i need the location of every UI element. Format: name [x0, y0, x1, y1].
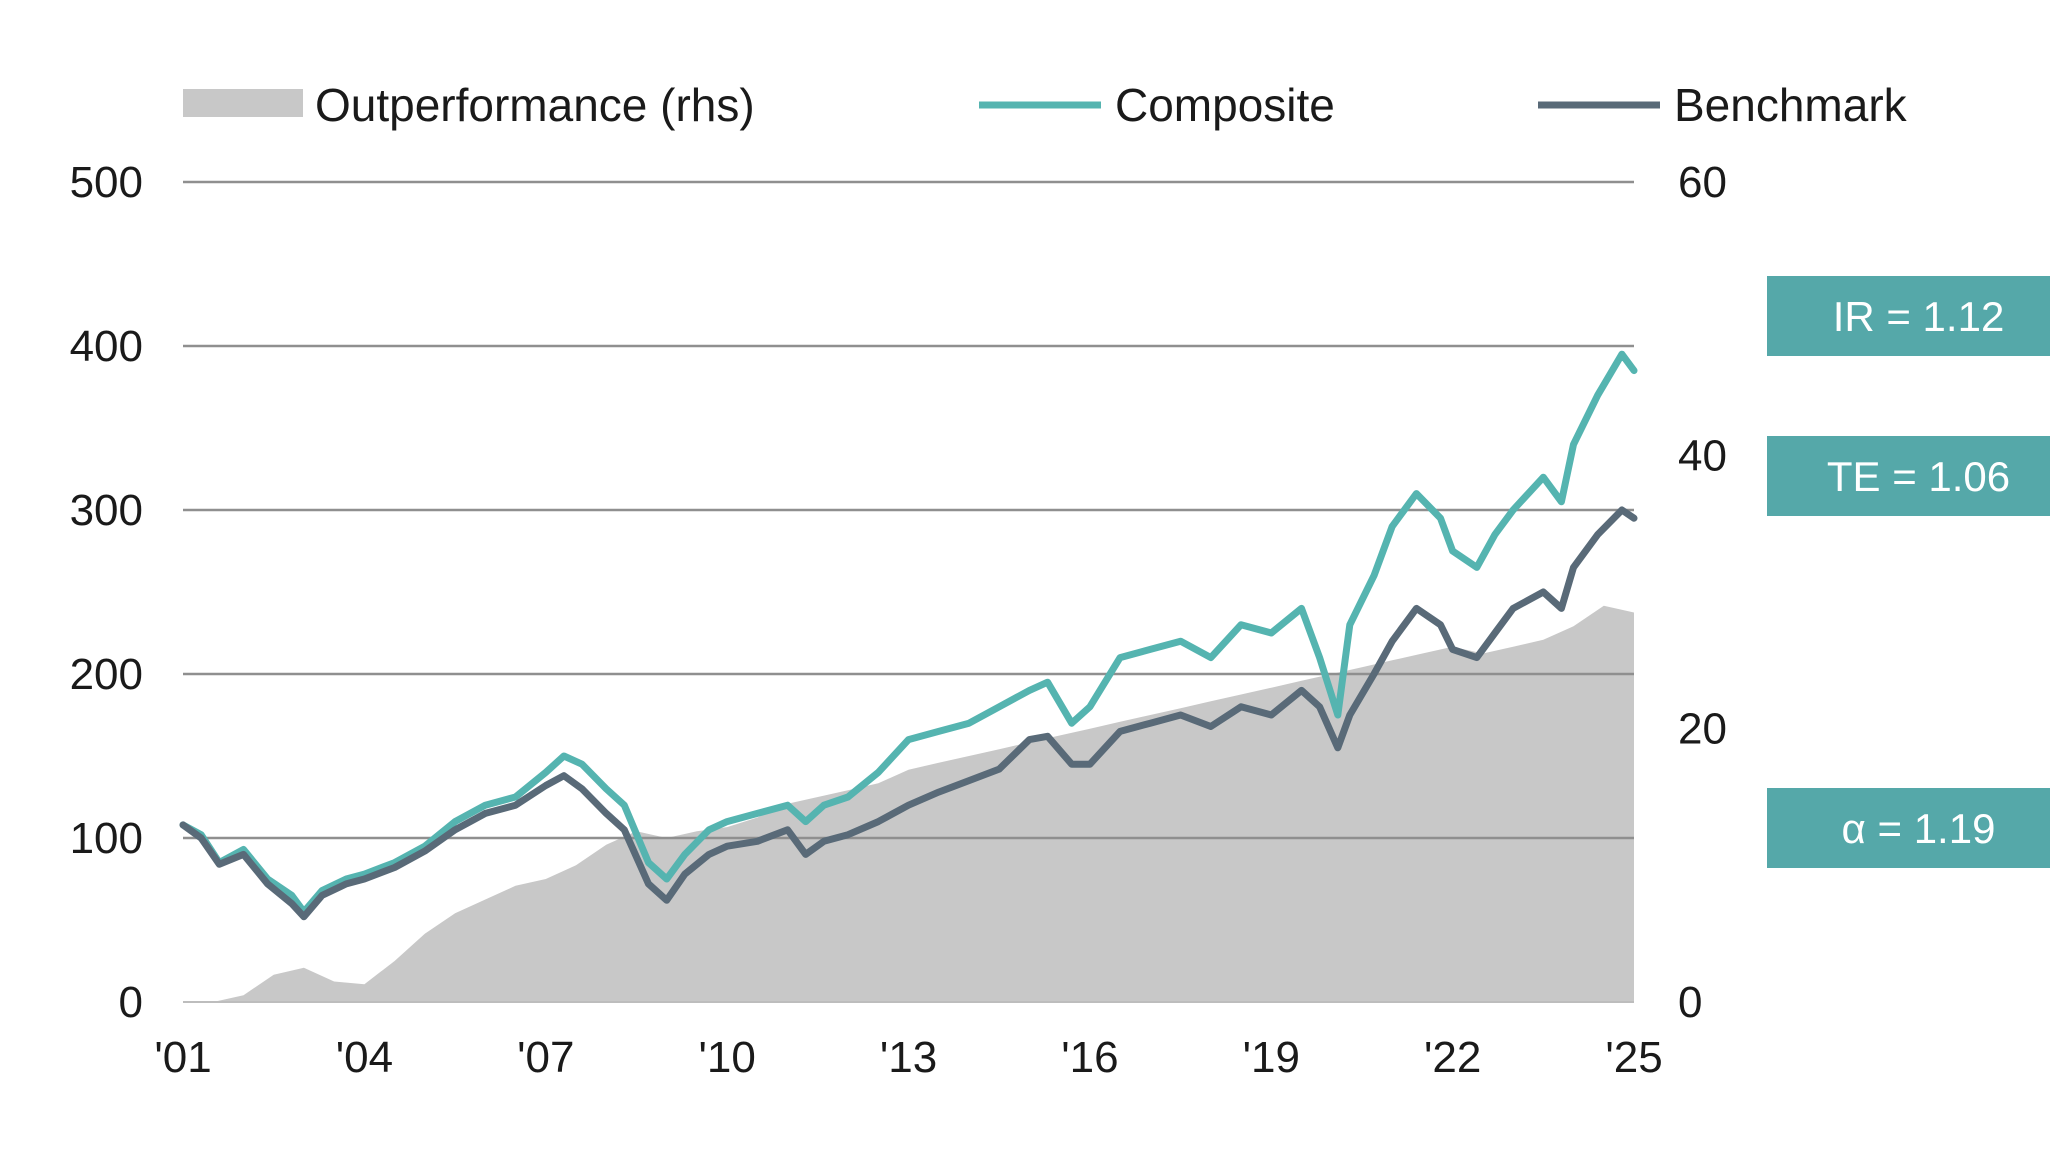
- y-right-tick-label: 40: [1678, 431, 1727, 480]
- x-tick-label: '07: [517, 1033, 574, 1082]
- y-right-tick-label: 0: [1678, 978, 1702, 1027]
- stat-text: TE = 1.06: [1827, 453, 2010, 500]
- legend-swatch-outperformance-rhs: [183, 89, 303, 117]
- x-tick-label: '04: [336, 1033, 393, 1082]
- x-tick-label: '01: [154, 1033, 211, 1082]
- x-tick-label: '22: [1424, 1033, 1481, 1082]
- stat-box: [1767, 436, 2050, 516]
- y-left-tick-label: 300: [70, 486, 143, 535]
- x-tick-label: '13: [880, 1033, 937, 1082]
- y-right-tick-label: 60: [1678, 158, 1727, 207]
- y-left-tick-label: 0: [119, 978, 143, 1027]
- stat-box: [1767, 276, 2050, 356]
- x-tick-label: '16: [1061, 1033, 1118, 1082]
- grid-layer: [183, 180, 1634, 840]
- x-tick-label: '10: [698, 1033, 755, 1082]
- legend: Outperformance (rhs) Composite Benchmark: [183, 79, 1908, 131]
- y-left-tick-label: 500: [70, 158, 143, 207]
- lines-layer: [179, 350, 1638, 921]
- x-tick-label: '25: [1605, 1033, 1662, 1082]
- stat-text: IR = 1.12: [1833, 293, 2005, 340]
- legend-label-outperformance-rhs: Outperformance (rhs): [315, 79, 755, 131]
- series-line-composite: [179, 350, 1638, 916]
- series-line-benchmark: [179, 506, 1638, 921]
- axes-layer: 0 100 200 300 400 500 0 20 40 60 '01 '04 '07 '10 '13 '1…: [70, 158, 1727, 1082]
- y-left-tick-label: 200: [70, 650, 143, 699]
- legend-label-composite: Composite: [1115, 79, 1335, 131]
- stat-text: α = 1.19: [1842, 805, 1996, 852]
- stat-box: [1767, 788, 2050, 868]
- y-left-tick-label: 400: [70, 322, 143, 371]
- x-tick-label: '19: [1243, 1033, 1300, 1082]
- annotations-layer: IR = 1.12 TE = 1.06 α = 1.19: [1767, 276, 2050, 868]
- y-right-tick-label: 20: [1678, 705, 1727, 754]
- y-left-tick-label: 100: [70, 814, 143, 863]
- legend-label-benchmark: Benchmark: [1674, 79, 1908, 131]
